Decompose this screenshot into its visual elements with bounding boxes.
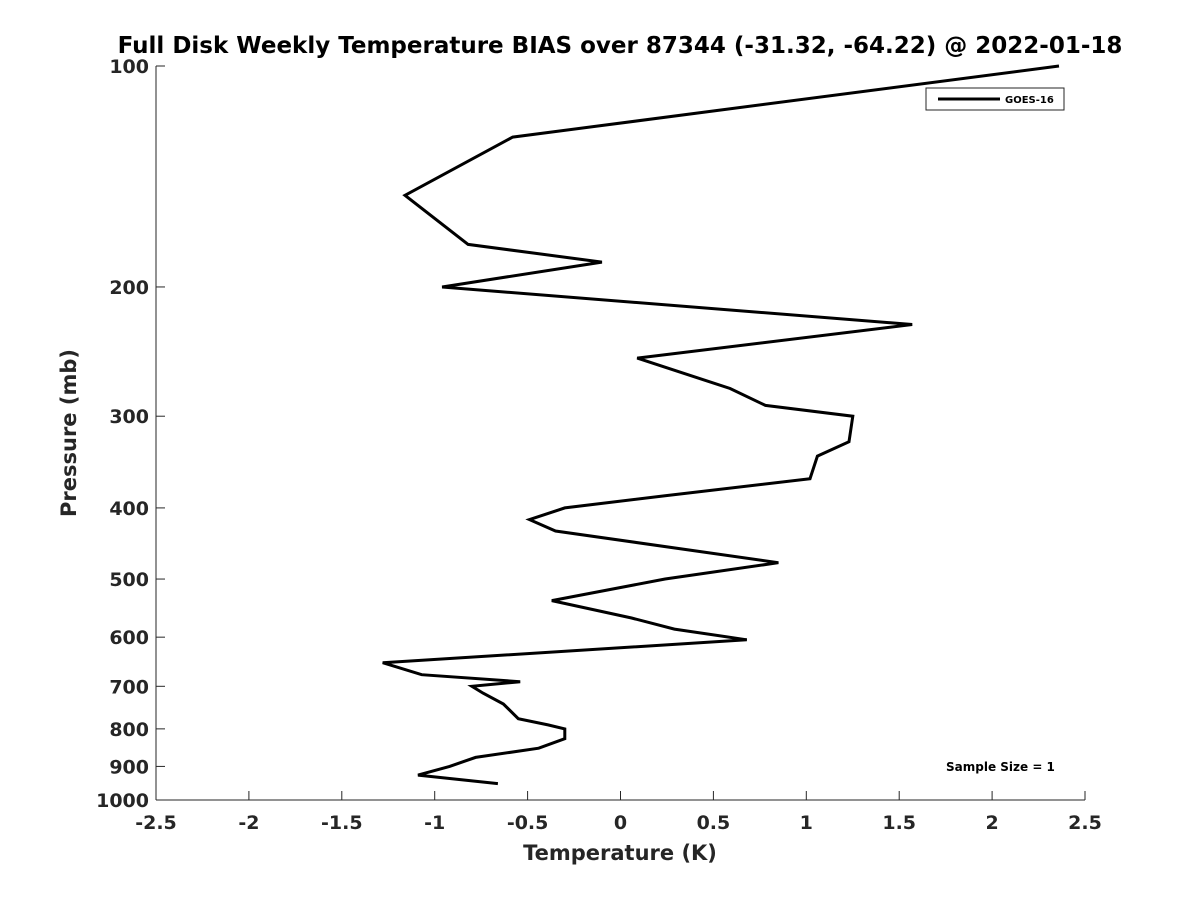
x-tick-label: -1.5 bbox=[321, 812, 363, 834]
y-tick-label: 900 bbox=[109, 756, 149, 778]
y-tick-label: 500 bbox=[109, 569, 149, 591]
y-tick-label: 400 bbox=[109, 498, 149, 520]
series-line-goes-16 bbox=[382, 64, 1060, 786]
x-tick-label: 2 bbox=[985, 812, 998, 834]
chart-title: Full Disk Weekly Temperature BIAS over 8… bbox=[118, 33, 1123, 59]
plot-area: -2.5 -2 -1.5 -1 -0.5 0 0.5 1 1.5 2 2.5 100 200 300 40… bbox=[96, 56, 1102, 834]
y-tick-label: 300 bbox=[109, 406, 149, 428]
x-tick-label: 1.5 bbox=[882, 812, 916, 834]
x-tick-label: -0.5 bbox=[507, 812, 549, 834]
legend: GOES-16 bbox=[925, 87, 1065, 111]
sample-size-annotation: Sample Size = 1 bbox=[946, 760, 1055, 774]
x-tick-label: 0 bbox=[614, 812, 627, 834]
y-tick-label: 200 bbox=[109, 277, 149, 299]
y-axis-label: Pressure (mb) bbox=[57, 349, 81, 517]
x-tick-label: 1 bbox=[800, 812, 813, 834]
y-ticks: 100 200 300 400 500 600 700 800 900 1000 bbox=[96, 56, 165, 812]
x-tick-label: -1 bbox=[424, 812, 445, 834]
y-tick-label: 700 bbox=[109, 676, 149, 698]
y-tick-label: 800 bbox=[109, 719, 149, 741]
x-ticks: -2.5 -2 -1.5 -1 -0.5 0 0.5 1 1.5 2 2.5 bbox=[135, 791, 1102, 834]
legend-label-goes-16: GOES-16 bbox=[1005, 95, 1054, 106]
y-tick-label: 100 bbox=[109, 56, 149, 78]
x-tick-label: -2 bbox=[238, 812, 259, 834]
x-tick-label: 2.5 bbox=[1068, 812, 1102, 834]
x-axis-label: Temperature (K) bbox=[523, 841, 717, 865]
x-tick-label: -2.5 bbox=[135, 812, 177, 834]
x-tick-label: 0.5 bbox=[697, 812, 731, 834]
y-tick-label: 1000 bbox=[96, 790, 149, 812]
y-tick-label: 600 bbox=[109, 627, 149, 649]
